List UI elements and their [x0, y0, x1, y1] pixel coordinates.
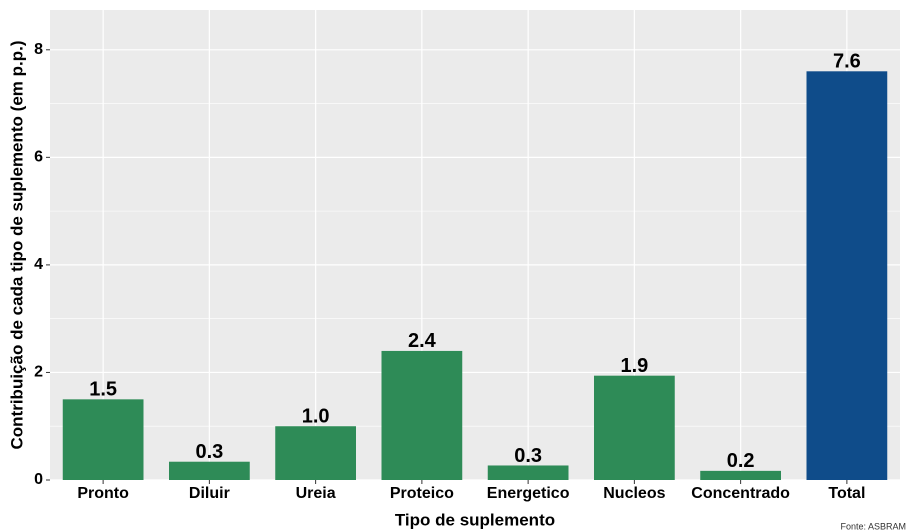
value-label: 1.5 — [89, 379, 117, 401]
bar — [381, 350, 463, 480]
bar — [275, 426, 356, 480]
x-tick-label: Energetico — [487, 485, 570, 502]
x-tick-label: Nucleos — [603, 485, 665, 502]
plot-panel — [50, 10, 900, 480]
x-tick-label: Total — [828, 485, 865, 502]
y-axis-title: Contribuição de cada tipo de suplemento … — [7, 41, 26, 450]
value-label: 0.3 — [195, 441, 223, 463]
value-label: 2.4 — [408, 330, 437, 352]
x-tick-label: Pronto — [77, 485, 129, 502]
x-tick-label: Proteico — [390, 485, 454, 502]
x-tick-label: Ureia — [296, 485, 336, 502]
value-label: 1.9 — [620, 355, 648, 377]
bar — [62, 399, 144, 480]
bar — [487, 465, 569, 480]
y-tick-label: 0 — [34, 471, 43, 488]
bar — [806, 71, 888, 480]
caption: Fonte: ASBRAM — [840, 521, 906, 531]
x-tick-label: Concentrado — [691, 485, 790, 502]
bar — [169, 461, 250, 480]
bar — [594, 375, 675, 480]
bar — [700, 470, 781, 480]
x-axis-title: Tipo de suplemento — [395, 510, 555, 529]
value-label: 0.3 — [514, 445, 542, 467]
value-label: 0.2 — [727, 450, 755, 472]
y-tick-label: 6 — [34, 149, 43, 166]
x-tick-label: Diluir — [189, 485, 230, 502]
y-tick-label: 2 — [34, 364, 43, 381]
value-label: 1.0 — [302, 406, 330, 428]
y-tick-label: 4 — [34, 256, 43, 273]
y-tick-label: 8 — [34, 41, 43, 58]
value-label: 7.6 — [833, 51, 861, 73]
